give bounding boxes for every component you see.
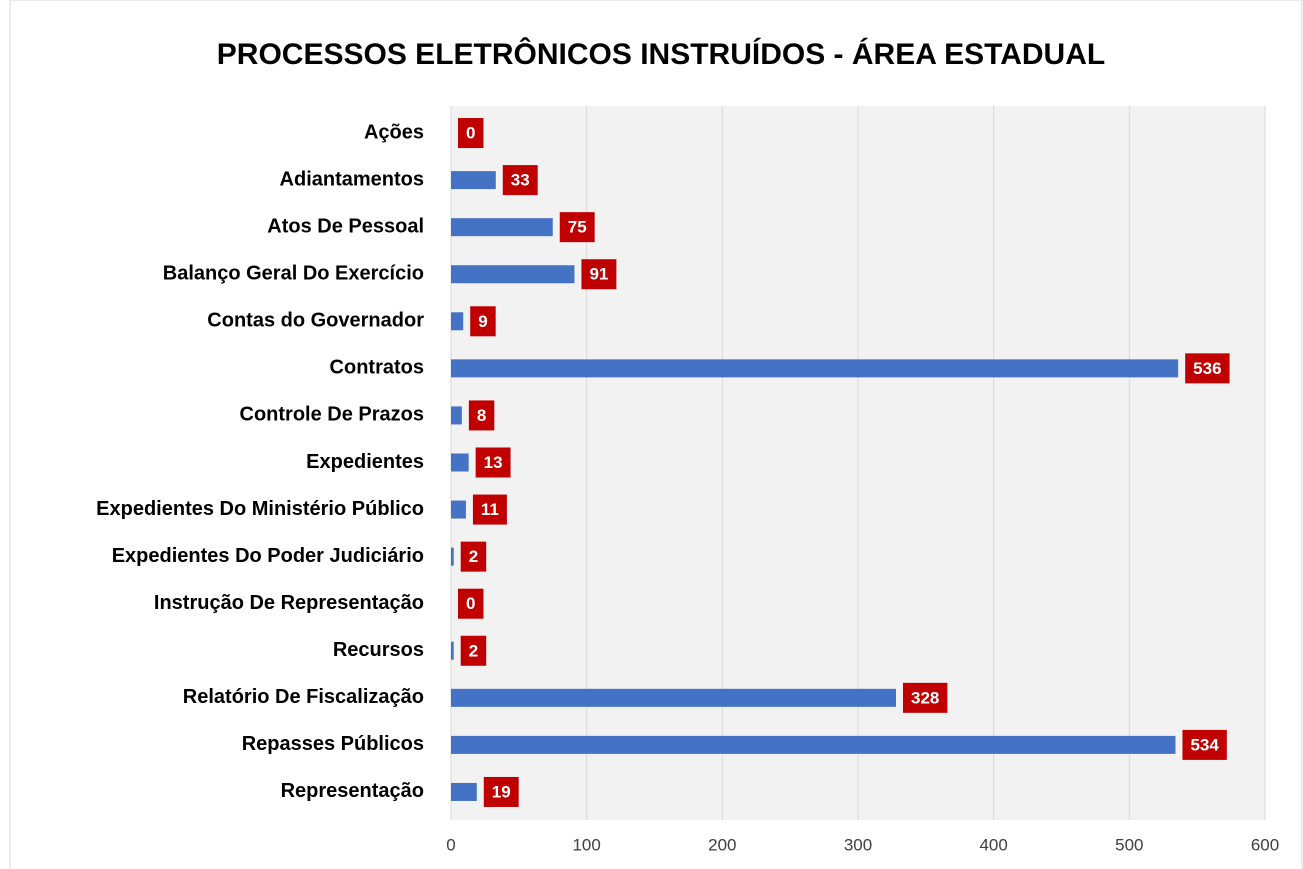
- data-label-box: [581, 259, 617, 290]
- data-label-box: [470, 306, 496, 337]
- y-tick-label: Instrução De Representação: [154, 592, 424, 614]
- data-label: 11: [481, 500, 499, 519]
- data-label-box: [458, 118, 484, 149]
- data-label: 0: [466, 594, 475, 613]
- data-label: 9: [478, 312, 487, 331]
- bar: [451, 547, 454, 566]
- y-tick-label: Contratos: [330, 357, 424, 379]
- data-label-box: [1185, 353, 1230, 384]
- data-label: 328: [911, 688, 939, 707]
- data-label-box: [483, 776, 519, 807]
- data-label-box: [468, 400, 495, 431]
- bar: [451, 171, 496, 190]
- data-label-box: [559, 212, 595, 243]
- data-label: 534: [1190, 735, 1219, 754]
- x-tick-label: 100: [572, 835, 600, 854]
- x-tick-label: 0: [446, 835, 455, 854]
- bar: [451, 406, 462, 425]
- x-tick-label: 500: [1115, 835, 1143, 854]
- bar: [451, 500, 466, 519]
- data-label-box: [475, 447, 511, 478]
- data-label: 2: [469, 547, 478, 566]
- data-label: 91: [589, 265, 608, 284]
- data-label-box: [460, 541, 487, 572]
- data-label-box: [902, 682, 948, 713]
- data-label: 13: [484, 453, 503, 472]
- bar: [451, 641, 454, 660]
- y-tick-label: Contas do Governador: [207, 310, 424, 332]
- bar: [451, 735, 1176, 754]
- data-label: 19: [492, 782, 511, 801]
- bar: [451, 312, 464, 331]
- bar: [451, 782, 477, 801]
- bar: [451, 453, 469, 472]
- y-tick-label: Recursos: [333, 639, 424, 661]
- bar: [451, 218, 553, 237]
- data-label: 33: [511, 171, 530, 190]
- x-tick-label: 300: [844, 835, 872, 854]
- y-tick-label: Atos De Pessoal: [267, 215, 424, 237]
- data-label: 75: [568, 218, 587, 237]
- data-label-box: [1182, 729, 1227, 760]
- y-tick-label: Controle De Prazos: [240, 404, 424, 426]
- y-tick-label: Expedientes: [306, 451, 424, 473]
- data-label: 0: [466, 124, 475, 143]
- data-label-box: [460, 635, 487, 666]
- chart-title: PROCESSOS ELETRÔNICOS INSTRUÍDOS - ÁREA …: [217, 37, 1105, 71]
- x-tick-label: 400: [979, 835, 1007, 854]
- data-label-box: [472, 494, 507, 525]
- y-tick-label: Adiantamentos: [280, 168, 424, 190]
- bar: [451, 359, 1179, 378]
- y-tick-label: Expedientes Do Ministério Público: [96, 498, 424, 520]
- y-tick-label: Expedientes Do Poder Judiciário: [112, 545, 424, 567]
- data-label: 2: [469, 641, 478, 660]
- data-label: 536: [1193, 359, 1221, 378]
- x-tick-label: 600: [1251, 835, 1279, 854]
- y-tick-label: Balanço Geral Do Exercício: [163, 263, 424, 285]
- x-tick-label: 200: [708, 835, 736, 854]
- data-label-box: [458, 588, 484, 619]
- y-tick-label: Relatório De Fiscalização: [183, 686, 424, 708]
- y-tick-label: Ações: [364, 121, 424, 143]
- y-tick-label: Repasses Públicos: [242, 733, 424, 755]
- bar: [451, 688, 896, 707]
- data-label: 8: [477, 406, 486, 425]
- y-tick-label: Representação: [281, 780, 424, 802]
- bar: [451, 265, 575, 284]
- data-label-box: [502, 165, 538, 196]
